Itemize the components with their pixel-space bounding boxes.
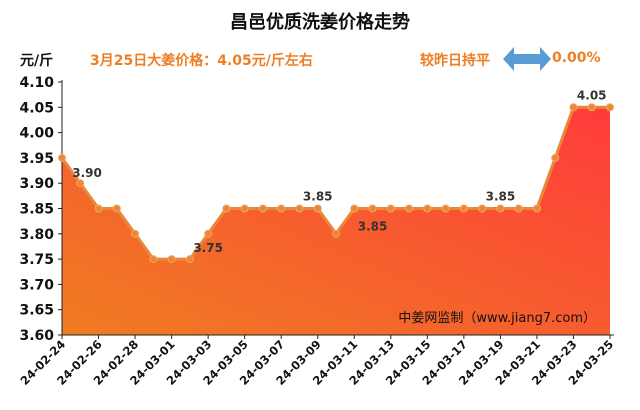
data-point — [185, 255, 194, 264]
watermark-text: 中姜网监制（www.jiang7.com） — [398, 311, 596, 326]
data-point — [94, 204, 103, 213]
data-point — [58, 153, 66, 162]
data-point — [350, 204, 359, 213]
price-area — [62, 107, 610, 335]
y-axis-unit-label: 元/斤 — [20, 53, 54, 69]
y-tick-label: 3.75 — [19, 252, 54, 268]
data-point — [76, 179, 85, 188]
data-point — [514, 204, 523, 213]
data-point — [386, 204, 395, 213]
data-label: 3.85 — [303, 190, 333, 204]
data-label: 4.05 — [577, 88, 607, 102]
data-point — [240, 204, 249, 213]
data-point — [313, 204, 322, 213]
data-point — [532, 204, 541, 213]
data-point — [131, 229, 140, 238]
chart-title: 昌邑优质洗姜价格走势 — [230, 12, 410, 33]
data-point — [332, 229, 340, 238]
data-label: 3.75 — [193, 241, 223, 255]
price-headline: 3月25日大姜价格：4.05元/斤左右 — [90, 53, 313, 69]
data-point — [478, 204, 487, 213]
data-point — [258, 204, 267, 213]
data-point — [405, 204, 414, 213]
data-point — [204, 229, 213, 238]
data-point — [423, 204, 432, 213]
data-point — [459, 204, 468, 213]
data-point — [551, 153, 560, 162]
y-tick-label: 3.95 — [19, 151, 54, 167]
comparison-value: 0.00% — [552, 50, 601, 66]
data-label: 3.85 — [358, 220, 388, 234]
y-tick-label: 3.85 — [19, 202, 54, 218]
y-tick-label: 4.00 — [19, 126, 54, 142]
y-tick-label: 3.60 — [19, 328, 54, 344]
data-point — [295, 204, 304, 213]
y-tick-label: 3.80 — [19, 227, 54, 243]
double-arrow-icon — [503, 47, 551, 71]
data-point — [606, 103, 614, 112]
data-point — [368, 204, 377, 213]
data-label: 3.90 — [72, 166, 102, 180]
data-point — [112, 204, 121, 213]
y-tick-label: 3.70 — [19, 277, 54, 293]
data-point — [277, 204, 286, 213]
data-point — [441, 204, 450, 213]
data-label: 3.85 — [486, 190, 516, 204]
data-point — [222, 204, 231, 213]
y-tick-label: 3.90 — [19, 176, 54, 192]
y-tick-label: 4.05 — [19, 100, 54, 116]
data-point — [587, 103, 596, 112]
data-point — [496, 204, 505, 213]
data-point — [569, 103, 578, 112]
y-tick-label: 3.65 — [19, 303, 54, 319]
y-tick-label: 4.10 — [19, 75, 54, 91]
data-point — [149, 255, 158, 264]
comparison-label: 较昨日持平 — [420, 53, 490, 69]
data-point — [167, 255, 176, 264]
